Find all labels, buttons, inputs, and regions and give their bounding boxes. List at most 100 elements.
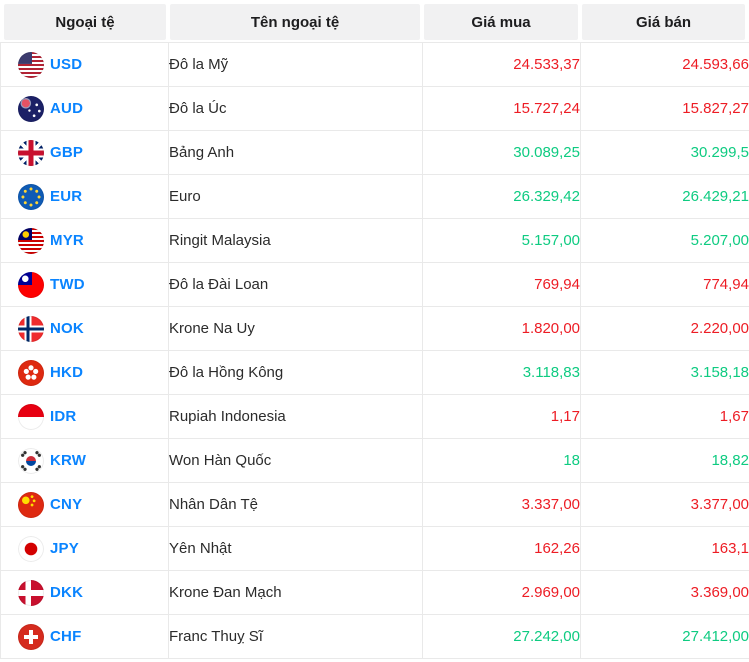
currency-code: MYR xyxy=(50,232,84,249)
currency-code: CNY xyxy=(50,496,83,513)
currency-code-cell: USD xyxy=(0,42,169,87)
currency-name: Rupiah Indonesia xyxy=(168,394,423,439)
currency-row[interactable]: IDR Rupiah Indonesia 1,17 1,67 xyxy=(0,394,749,439)
currency-code: EUR xyxy=(50,188,83,205)
buy-price: 162,26 xyxy=(422,526,581,571)
buy-price: 1,17 xyxy=(422,394,581,439)
currency-flag-icon xyxy=(18,359,44,386)
currency-code-cell: GBP xyxy=(0,130,169,175)
buy-price: 5.157,00 xyxy=(422,218,581,263)
column-header-buy-price: Giá mua xyxy=(424,4,578,40)
buy-price: 3.337,00 xyxy=(422,482,581,527)
currency-flag-icon xyxy=(18,403,44,430)
column-header-currency-name: Tên ngoại tệ xyxy=(170,4,420,40)
currency-flag-icon xyxy=(18,271,44,298)
currency-name: Ringit Malaysia xyxy=(168,218,423,263)
currency-name: Krone Đan Mạch xyxy=(168,570,423,615)
buy-price: 18 xyxy=(422,438,581,483)
currency-code: USD xyxy=(50,56,83,73)
sell-price: 27.412,00 xyxy=(580,614,749,659)
buy-price: 2.969,00 xyxy=(422,570,581,615)
currency-flag-icon xyxy=(18,227,44,254)
sell-price: 163,1 xyxy=(580,526,749,571)
currency-code-cell: CHF xyxy=(0,614,169,659)
buy-price: 26.329,42 xyxy=(422,174,581,219)
currency-flag-icon xyxy=(18,51,44,78)
currency-row[interactable]: USD Đô la Mỹ 24.533,37 24.593,66 xyxy=(0,42,749,87)
currency-flag-icon xyxy=(18,491,44,518)
buy-price: 24.533,37 xyxy=(422,42,581,87)
column-header-currency: Ngoại tệ xyxy=(4,4,166,40)
buy-price: 30.089,25 xyxy=(422,130,581,175)
currency-code: JPY xyxy=(50,540,79,557)
sell-price: 3.377,00 xyxy=(580,482,749,527)
currency-flag-icon xyxy=(18,183,44,210)
currency-code: IDR xyxy=(50,408,77,425)
sell-price: 5.207,00 xyxy=(580,218,749,263)
currency-row[interactable]: HKD Đô la Hồng Kông 3.118,83 3.158,18 xyxy=(0,350,749,395)
currency-code: HKD xyxy=(50,364,84,381)
currency-code: TWD xyxy=(50,276,85,293)
buy-price: 3.118,83 xyxy=(422,350,581,395)
currency-row[interactable]: EUR Euro 26.329,42 26.429,21 xyxy=(0,174,749,219)
currency-code-cell: EUR xyxy=(0,174,169,219)
currency-name: Đô la Hồng Kông xyxy=(168,350,423,395)
currency-code: AUD xyxy=(50,100,84,117)
sell-price: 3.158,18 xyxy=(580,350,749,395)
currency-row[interactable]: AUD Đô la Úc 15.727,24 15.827,27 xyxy=(0,86,749,131)
currency-code-cell: MYR xyxy=(0,218,169,263)
currency-code-cell: JPY xyxy=(0,526,169,571)
currency-flag-icon xyxy=(18,623,44,650)
sell-price: 1,67 xyxy=(580,394,749,439)
currency-name: Đô la Mỹ xyxy=(168,42,423,87)
sell-price: 774,94 xyxy=(580,262,749,307)
currency-row[interactable]: KRW Won Hàn Quốc 18 18,82 xyxy=(0,438,749,483)
currency-name: Yên Nhật xyxy=(168,526,423,571)
currency-name: Đô la Úc xyxy=(168,86,423,131)
table-header-row: Ngoại tệ Tên ngoại tệ Giá mua Giá bán xyxy=(4,4,745,40)
exchange-rates-table: USD Đô la Mỹ 24.533,37 24.593,66 AUD Đô … xyxy=(0,42,749,659)
currency-code-cell: HKD xyxy=(0,350,169,395)
currency-code-cell: TWD xyxy=(0,262,169,307)
currency-code-cell: AUD xyxy=(0,86,169,131)
currency-code: GBP xyxy=(50,144,84,161)
sell-price: 18,82 xyxy=(580,438,749,483)
currency-flag-icon xyxy=(18,315,44,342)
currency-flag-icon xyxy=(18,579,44,606)
currency-name: Won Hàn Quốc xyxy=(168,438,423,483)
currency-code-cell: CNY xyxy=(0,482,169,527)
buy-price: 1.820,00 xyxy=(422,306,581,351)
currency-row[interactable]: GBP Bảng Anh 30.089,25 30.299,5 xyxy=(0,130,749,175)
currency-flag-icon xyxy=(18,95,44,122)
sell-price: 2.220,00 xyxy=(580,306,749,351)
currency-row[interactable]: JPY Yên Nhật 162,26 163,1 xyxy=(0,526,749,571)
sell-price: 3.369,00 xyxy=(580,570,749,615)
currency-name: Đô la Đài Loan xyxy=(168,262,423,307)
currency-name: Bảng Anh xyxy=(168,130,423,175)
currency-name: Krone Na Uy xyxy=(168,306,423,351)
currency-row[interactable]: TWD Đô la Đài Loan 769,94 774,94 xyxy=(0,262,749,307)
currency-row[interactable]: NOK Krone Na Uy 1.820,00 2.220,00 xyxy=(0,306,749,351)
currency-row[interactable]: CHF Franc Thuỵ Sĩ 27.242,00 27.412,00 xyxy=(0,614,749,659)
currency-code-cell: NOK xyxy=(0,306,169,351)
currency-code: CHF xyxy=(50,628,82,645)
currency-code: DKK xyxy=(50,584,84,601)
currency-code-cell: DKK xyxy=(0,570,169,615)
buy-price: 27.242,00 xyxy=(422,614,581,659)
currency-row[interactable]: CNY Nhân Dân Tệ 3.337,00 3.377,00 xyxy=(0,482,749,527)
currency-code: KRW xyxy=(50,452,87,469)
column-header-sell-price: Giá bán xyxy=(582,4,745,40)
currency-name: Franc Thuỵ Sĩ xyxy=(168,614,423,659)
currency-name: Euro xyxy=(168,174,423,219)
currency-flag-icon xyxy=(18,447,44,474)
sell-price: 26.429,21 xyxy=(580,174,749,219)
buy-price: 769,94 xyxy=(422,262,581,307)
currency-code: NOK xyxy=(50,320,84,337)
rates-table-body: USD Đô la Mỹ 24.533,37 24.593,66 AUD Đô … xyxy=(0,42,749,659)
currency-code-cell: IDR xyxy=(0,394,169,439)
currency-row[interactable]: MYR Ringit Malaysia 5.157,00 5.207,00 xyxy=(0,218,749,263)
sell-price: 24.593,66 xyxy=(580,42,749,87)
currency-code-cell: KRW xyxy=(0,438,169,483)
sell-price: 15.827,27 xyxy=(580,86,749,131)
currency-row[interactable]: DKK Krone Đan Mạch 2.969,00 3.369,00 xyxy=(0,570,749,615)
